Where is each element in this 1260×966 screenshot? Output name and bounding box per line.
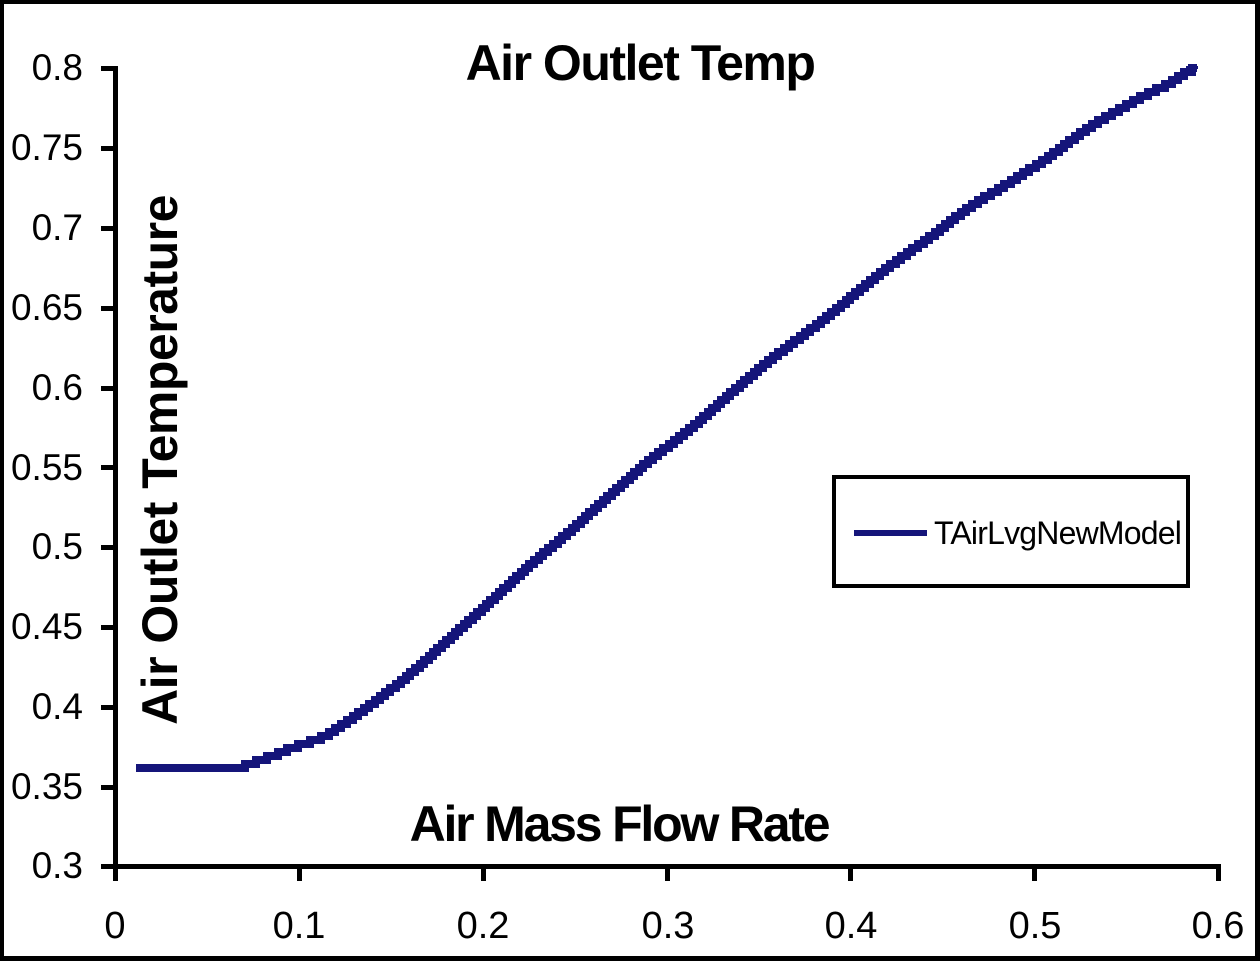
svg-text:0.6: 0.6 [32, 367, 83, 408]
svg-text:0.5: 0.5 [32, 526, 83, 567]
svg-text:0.8: 0.8 [32, 47, 83, 88]
svg-text:0.4: 0.4 [825, 905, 878, 947]
svg-text:Air Mass Flow Rate: Air Mass Flow Rate [410, 796, 830, 852]
svg-text:0.3: 0.3 [642, 905, 695, 947]
svg-text:0.55: 0.55 [11, 447, 83, 488]
svg-text:Air Outlet Temperature: Air Outlet Temperature [132, 195, 188, 725]
svg-text:0.4: 0.4 [32, 686, 83, 727]
svg-text:0.75: 0.75 [11, 127, 83, 168]
svg-text:0: 0 [104, 905, 125, 947]
svg-text:TAirLvgNewModel: TAirLvgNewModel [934, 515, 1181, 551]
svg-text:0.1: 0.1 [273, 905, 326, 947]
svg-text:Air Outlet Temp: Air Outlet Temp [466, 35, 815, 91]
svg-text:0.7: 0.7 [32, 207, 83, 248]
svg-text:0.35: 0.35 [11, 766, 83, 807]
svg-text:0.2: 0.2 [457, 905, 510, 947]
svg-text:0.45: 0.45 [11, 606, 83, 647]
svg-text:0.5: 0.5 [1009, 905, 1062, 947]
svg-text:0.6: 0.6 [1192, 905, 1245, 947]
svg-text:0.65: 0.65 [11, 287, 83, 328]
svg-text:0.3: 0.3 [32, 845, 83, 886]
